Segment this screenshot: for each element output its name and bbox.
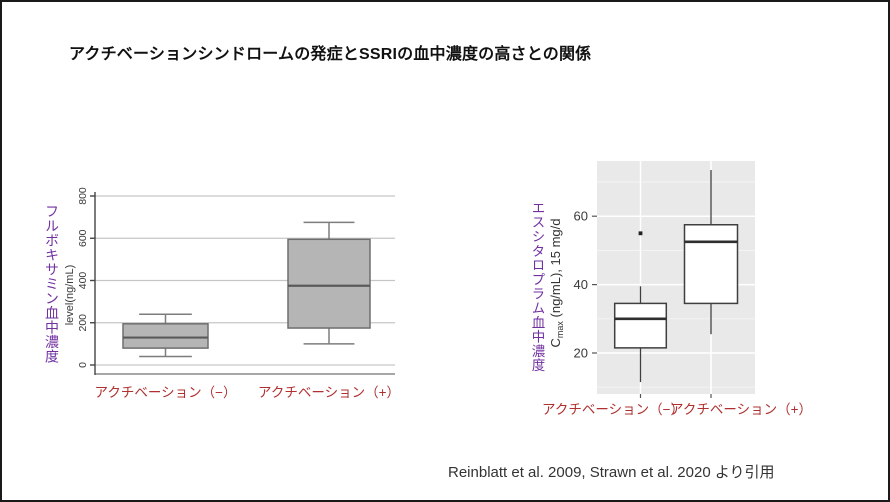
y-axis-label: level(ng/mL) — [64, 265, 76, 326]
y-tick-label: 60 — [574, 209, 588, 224]
box-rect — [122, 323, 209, 349]
y-axis-label-prefix: C — [548, 338, 563, 347]
category-label-activation-negative: アクチベーション（−） — [542, 402, 684, 417]
y-axis-label-subscript: max — [555, 321, 565, 339]
plot-area: 0 200 400 600 800 — [77, 187, 395, 375]
box-rect — [287, 238, 371, 329]
plot-area: 20 40 60 — [574, 161, 755, 398]
category-label-activation-positive: アクチベーション（+） — [670, 402, 812, 417]
y-tick-label: 200 — [77, 314, 89, 332]
y-tick-label: 20 — [574, 346, 588, 361]
escitalopram-boxplot-chart: 20 40 60 Cmax (ng/mL), 15 mg/d アクチベーション（−）… — [542, 161, 812, 417]
y-tick-label: 600 — [77, 229, 89, 247]
y-tick-label: 800 — [77, 187, 89, 205]
citation-text: Reinblatt et al. 2009, Strawn et al. 202… — [448, 464, 775, 481]
figure-title: アクチベーションシンドロームの発症とSSRIの血中濃度の高さとの関係 — [69, 46, 592, 63]
box-rect — [613, 302, 668, 349]
category-label-activation-positive: アクチベーション（+） — [258, 385, 400, 400]
escitalopram-vertical-axis-title: エスシタロプラム血中濃度 — [529, 201, 545, 373]
y-tick-label: 40 — [574, 277, 588, 292]
box-rect — [683, 224, 739, 305]
category-label-activation-negative: アクチベーション（−） — [95, 385, 237, 400]
y-tick-label: 0 — [77, 362, 89, 368]
y-tick-label: 400 — [77, 272, 89, 290]
outlier-point — [638, 231, 643, 236]
fluvoxamine-vertical-axis-title: フルボキサミン血中濃度 — [44, 204, 60, 364]
y-axis-label-rest: (ng/mL), 15 mg/d — [548, 218, 563, 321]
fluvoxamine-boxplot-chart: 0 200 400 600 800 level(ng/mL) アクチベーション（−） ア… — [64, 187, 400, 400]
y-axis-label: Cmax (ng/mL), 15 mg/d — [548, 218, 565, 347]
